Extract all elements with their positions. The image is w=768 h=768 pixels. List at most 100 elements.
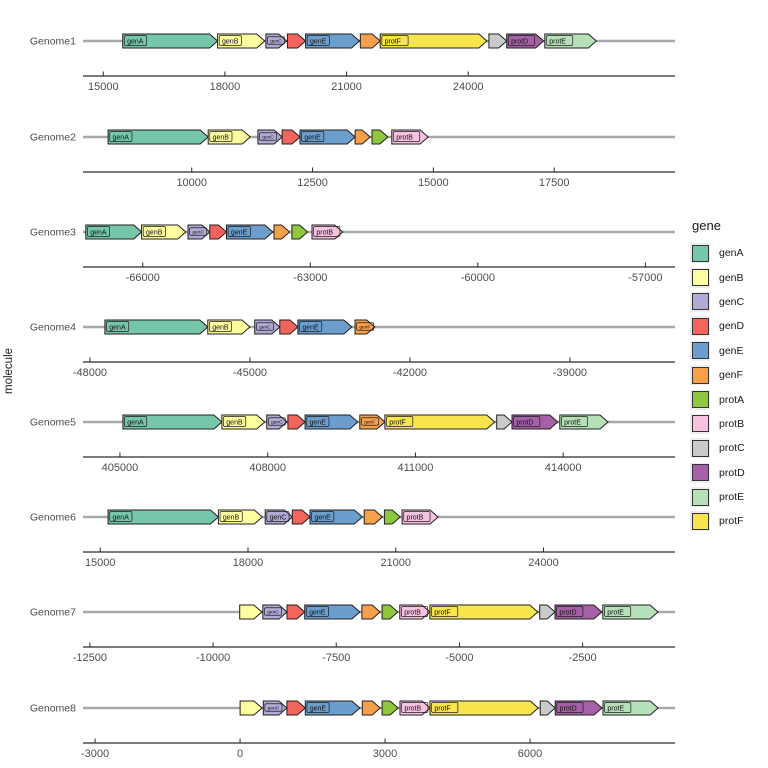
gene-label-box: [431, 606, 459, 617]
legend-key: [690, 243, 710, 264]
gene-label-box: [313, 226, 341, 237]
genome-row-Genome8: Genome8 genC genE protB protF protD protE -3000…: [30, 700, 675, 760]
gene-arrow-genF: [359, 33, 381, 49]
x-axis-Genome5: 405000 408000 411000 414000: [83, 452, 675, 474]
axis-tick-label: 411000: [398, 462, 434, 474]
gene-arrow-genA: [122, 414, 223, 430]
axis-tick-label: 6000: [518, 748, 542, 760]
legend-swatch-protB: [691, 415, 709, 433]
legend-item-label: protE: [719, 491, 745, 504]
gene-label-genC: genC: [270, 515, 287, 522]
axis-tick-label: 408000: [249, 462, 286, 474]
legend-item-protD: protD: [690, 461, 768, 485]
axis-tick-label: -42000: [393, 367, 427, 379]
axis-tick-label: 21000: [380, 557, 411, 569]
axis-tick-label: 15000: [85, 557, 116, 569]
gene-label-genA: genA: [113, 135, 130, 142]
genome-label: Genome2: [30, 132, 76, 144]
gene-label-protE: protE: [549, 39, 566, 46]
gene-arrow-genE: [304, 700, 361, 716]
gene-label-box: [546, 35, 574, 46]
gene-label-genA: genA: [90, 230, 107, 237]
gene-label-box: [87, 226, 110, 237]
legend-swatch-genA: [691, 244, 709, 262]
legend-item-genD: genD: [690, 314, 768, 338]
gene-arrow-genD: [281, 129, 301, 145]
gene-arrow-genD: [286, 700, 307, 716]
axis-tick-label: -10000: [196, 652, 230, 664]
legend-swatch-protF: [691, 512, 709, 530]
gene-label-genC: genC: [262, 135, 274, 141]
gene-arrow-protB: [401, 509, 439, 525]
gene-label-genB: genB: [226, 420, 243, 427]
gene-arrow-genB: [239, 604, 263, 620]
legend-key: [690, 487, 710, 508]
gene-arrow-protF: [379, 33, 488, 49]
gene-arrow-protC: [539, 700, 556, 716]
gene-label-protB: protB: [396, 135, 413, 142]
gene-arrow-protD: [511, 414, 559, 430]
gene-label-genE: genE: [304, 135, 321, 142]
gene-label-box: [255, 322, 274, 331]
gene-label-genE: genE: [231, 230, 248, 237]
gene-label-genA: genA: [127, 420, 144, 427]
gene-label-box: [306, 416, 330, 427]
axis-tick-label: -2500: [569, 652, 597, 664]
legend-item-genB: genB: [690, 265, 768, 289]
gene-label-protB: protB: [404, 706, 421, 713]
gene-label-protE: protE: [607, 610, 624, 617]
legend-item-genF: genF: [690, 363, 768, 387]
gene-label-protD: protD: [511, 39, 528, 46]
gene-label-protB: protB: [316, 230, 333, 237]
gene-label-box: [267, 36, 285, 45]
genome-label: Genome6: [30, 512, 76, 524]
legend-item-label: genD: [719, 320, 745, 333]
gene-label-box: [604, 702, 632, 713]
legend-title: gene: [692, 218, 721, 233]
legend: gene genA genB genC genD genE genF protA protB p…: [690, 218, 768, 534]
gene-arrow-genF: [363, 509, 384, 525]
legend-key: [690, 462, 710, 483]
gene-label-genB: genB: [212, 325, 229, 332]
legend-item-label: protA: [719, 393, 745, 406]
gene-label-genE: genE: [310, 39, 327, 46]
gene-label-genC: genC: [192, 230, 204, 236]
axis-tick-label: 18000: [233, 557, 264, 569]
genome-label: Genome8: [30, 703, 76, 715]
genome-row-Genome1: Genome1 genA genB genC genE protF protD protE 15…: [30, 33, 675, 93]
legend-swatch-protE: [691, 488, 709, 506]
gene-label-box: [301, 131, 325, 142]
legend-item-protA: protA: [690, 387, 768, 411]
axis-tick-label: 405000: [102, 462, 139, 474]
legend-item-label: genB: [719, 271, 744, 284]
gene-label-genE: genE: [309, 610, 326, 617]
gene-label-box: [209, 131, 233, 142]
axis-tick-label: 3000: [373, 748, 397, 760]
gene-label-box: [306, 702, 330, 713]
gene-label-genC: genC: [267, 610, 279, 616]
gene-label-box: [604, 606, 632, 617]
gene-label-box: [264, 607, 282, 616]
gene-arrow-genD: [209, 224, 228, 240]
gene-label-box: [218, 35, 242, 46]
gene-arrow-genF: [354, 129, 371, 145]
x-axis-Genome7: -12500 -10000 -7500 -5000 -2500: [73, 642, 675, 664]
axis-tick-label: -7500: [322, 652, 350, 664]
axis-tick-label: 24000: [528, 557, 559, 569]
gene-arrow-genF: [361, 700, 381, 716]
legend-item-label: protF: [719, 515, 744, 528]
gene-label-box: [507, 35, 535, 46]
axis-tick-label: 10000: [176, 177, 207, 189]
axis-tick-label: 24000: [453, 81, 484, 93]
gene-label-box: [381, 35, 409, 46]
legend-item-protE: protE: [690, 485, 768, 509]
gene-label-genC: genC: [259, 325, 271, 331]
genome-row-Genome6: Genome6 genA genB genC genE protB 15000 18000 21…: [30, 509, 675, 569]
gene-arrow-genE: [309, 509, 364, 525]
axis-tick-label: -12500: [73, 652, 107, 664]
legend-swatch-protC: [691, 439, 709, 457]
gene-arrow-genB: [207, 319, 251, 335]
gene-arrow-protE: [559, 414, 609, 430]
gene-arrow-genE: [297, 319, 353, 335]
gene-label-genE: genE: [302, 325, 319, 332]
